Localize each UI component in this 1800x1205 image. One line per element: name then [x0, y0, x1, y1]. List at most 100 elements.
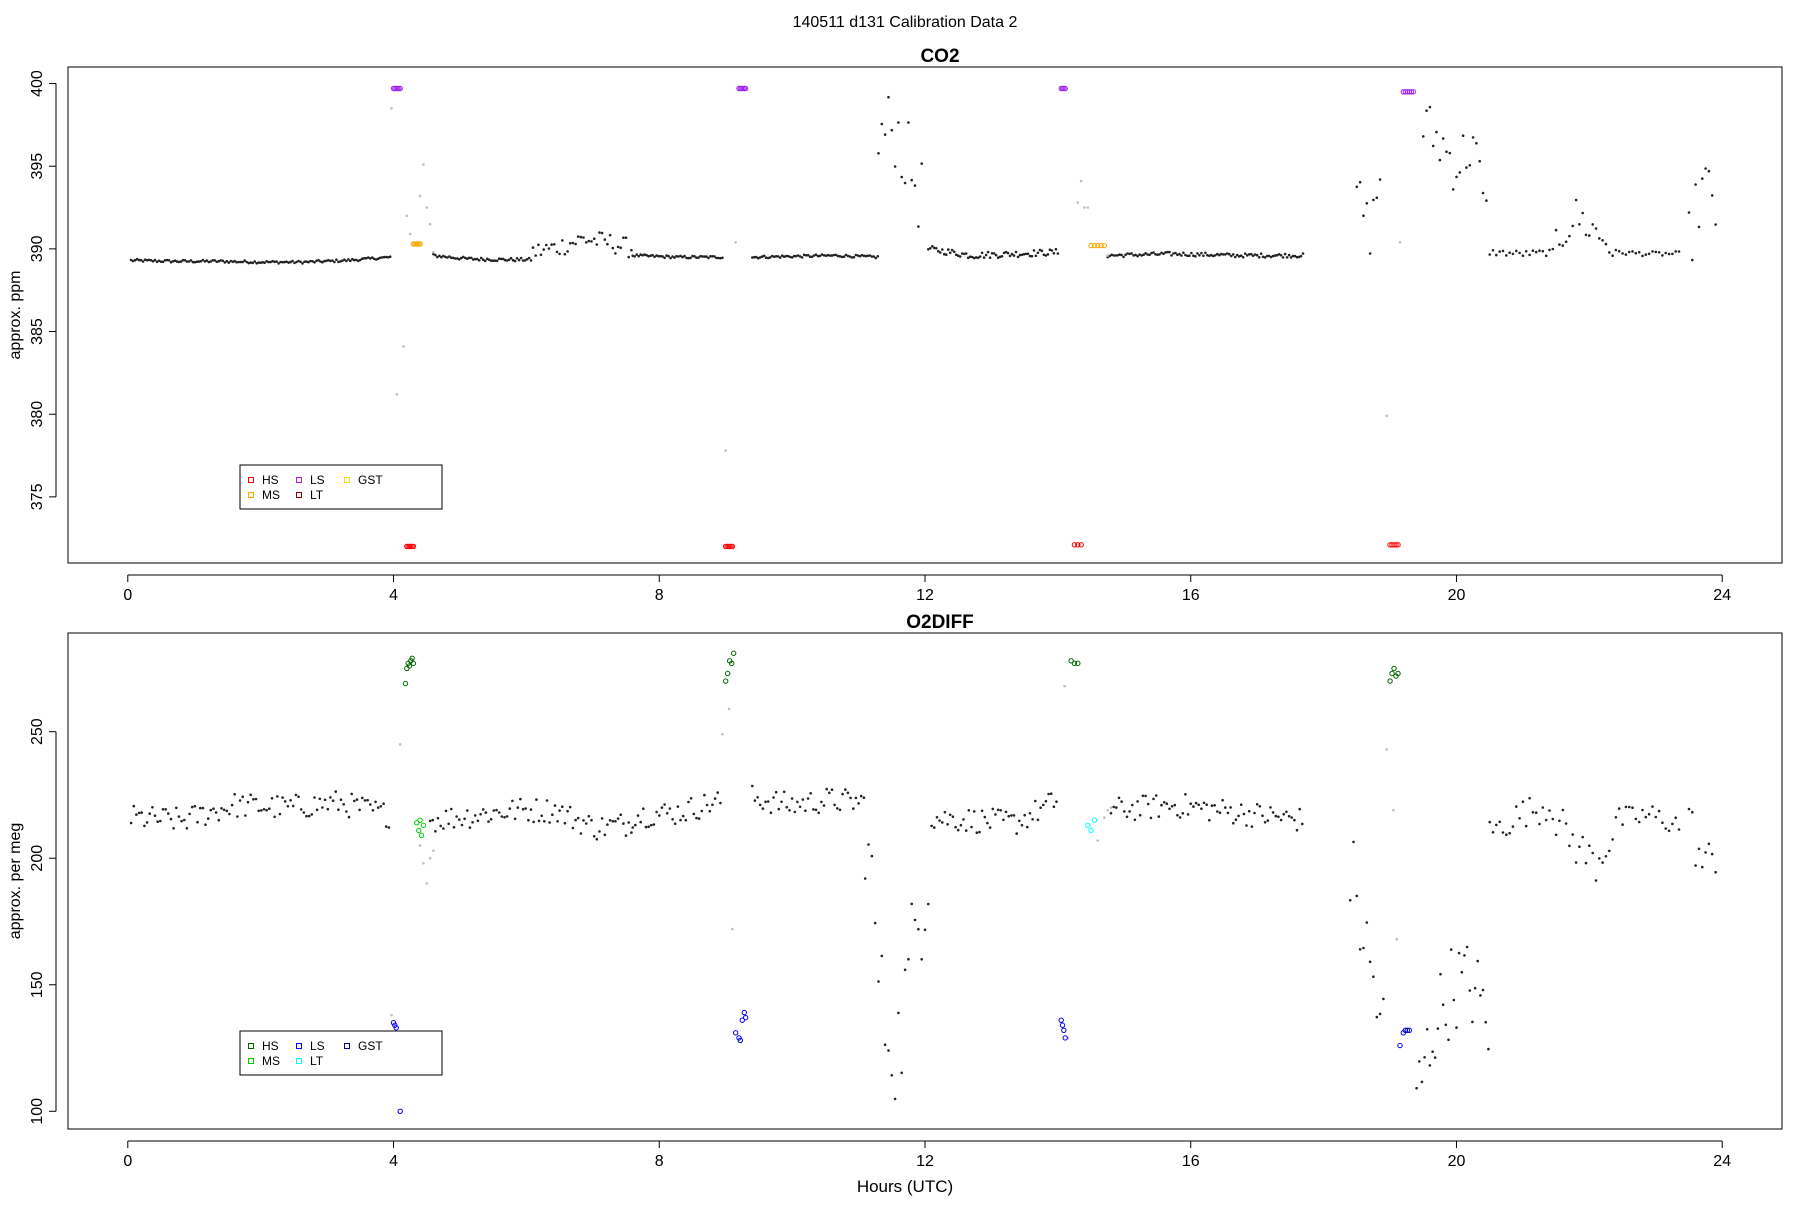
data-point: [917, 225, 920, 228]
data-point: [263, 261, 266, 265]
data-point: [828, 254, 832, 257]
data-point: [1186, 813, 1190, 816]
data-point: [982, 256, 986, 259]
data-point: [681, 814, 685, 818]
data-point: [1451, 188, 1455, 191]
data-point: [1378, 178, 1382, 181]
data-point: [1298, 807, 1301, 811]
data-point: [1126, 252, 1129, 255]
data-point: [537, 243, 540, 247]
data-point: [551, 813, 554, 816]
data-point: [587, 814, 591, 818]
data-point: [1621, 252, 1624, 255]
data-point: [830, 254, 834, 257]
data-point: [228, 812, 231, 816]
data-point: [1528, 253, 1531, 257]
data-point: [1006, 251, 1010, 255]
data-point: [980, 251, 984, 255]
y-tick-label: 395: [29, 153, 46, 180]
data-point: [139, 258, 143, 262]
data-point: [164, 808, 167, 811]
data-point: [887, 1049, 890, 1052]
transition-point: [1106, 808, 1109, 812]
data-point: [1146, 802, 1150, 806]
calibration-point-ms: [1091, 242, 1098, 249]
data-point: [1501, 249, 1505, 253]
data-point: [1229, 806, 1232, 809]
data-point: [1624, 805, 1628, 809]
y-tick-label: 200: [29, 845, 46, 872]
data-point: [145, 821, 149, 824]
data-point: [1162, 252, 1165, 256]
data-point: [947, 248, 950, 251]
data-point: [1132, 254, 1135, 257]
data-point: [1023, 813, 1026, 817]
data-point: [386, 255, 390, 259]
data-point: [653, 255, 656, 259]
transition-point: [731, 927, 734, 931]
data-point: [1687, 211, 1691, 214]
data-point: [1691, 258, 1694, 262]
data-point: [1637, 820, 1641, 824]
data-point: [301, 262, 304, 265]
calibration-point-ls: [1062, 85, 1068, 92]
data-point: [849, 796, 852, 800]
data-point: [867, 843, 870, 846]
data-point: [436, 255, 439, 259]
data-point: [1598, 237, 1601, 240]
data-point: [1108, 254, 1111, 258]
data-point: [1651, 250, 1654, 253]
data-point: [941, 248, 944, 251]
data-point: [303, 260, 306, 264]
calibration-point-ls: [1410, 89, 1416, 95]
data-point: [148, 812, 151, 815]
data-point: [711, 254, 714, 258]
data-point: [582, 819, 585, 822]
transition-point: [1398, 240, 1402, 244]
data-point: [513, 817, 517, 821]
data-point: [1224, 253, 1227, 256]
data-point: [719, 256, 722, 260]
data-point: [358, 808, 361, 812]
data-point: [1671, 252, 1674, 256]
data-point: [809, 792, 812, 795]
legend-marker: [296, 1058, 302, 1064]
data-point: [822, 254, 826, 257]
data-point: [462, 255, 465, 259]
data-point: [1505, 254, 1508, 257]
data-point: [323, 259, 326, 263]
data-point: [241, 260, 244, 264]
data-point: [468, 826, 472, 829]
data-point: [201, 258, 205, 262]
data-point: [1289, 256, 1293, 259]
legend-label: LT: [310, 488, 324, 502]
data-point: [361, 257, 364, 261]
data-point: [1463, 954, 1466, 957]
data-point: [657, 254, 660, 258]
data-point: [1044, 254, 1048, 257]
data-point: [1176, 813, 1179, 817]
data-point: [1277, 815, 1280, 819]
data-point: [517, 258, 521, 262]
data-point: [1534, 811, 1538, 814]
data-point: [1052, 805, 1056, 808]
data-point: [156, 820, 159, 823]
data-point: [440, 255, 443, 259]
transition-points: [390, 684, 1398, 1040]
data-point: [903, 968, 907, 972]
data-point: [342, 803, 346, 806]
data-point: [956, 254, 960, 257]
data-point: [856, 254, 860, 257]
data-point: [818, 254, 822, 258]
data-point: [188, 812, 191, 816]
data-point: [1206, 253, 1209, 257]
data-point: [1521, 800, 1525, 803]
data-point: [685, 256, 688, 260]
data-point: [367, 256, 370, 259]
data-point: [1222, 253, 1225, 256]
data-point: [1428, 105, 1432, 109]
calibration-point-ls: [1058, 1017, 1064, 1023]
transition-point: [418, 194, 422, 198]
data-point: [450, 256, 453, 260]
data-point: [900, 1071, 903, 1075]
